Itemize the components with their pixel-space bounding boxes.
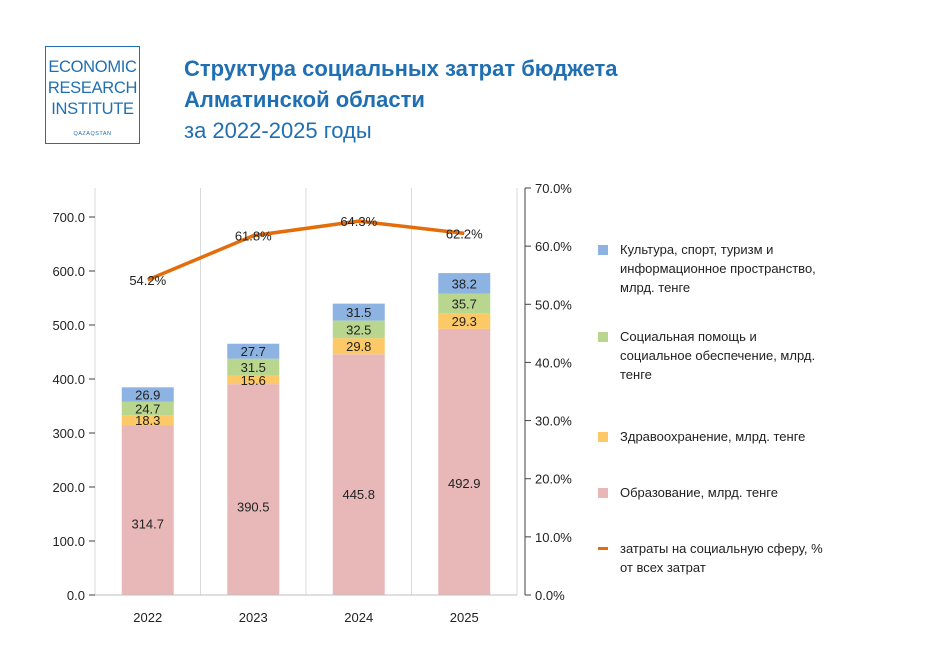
right-tick-label: 30.0% bbox=[535, 414, 572, 429]
data-label-health: 29.8 bbox=[346, 339, 371, 354]
data-label-social: 35.7 bbox=[452, 296, 477, 311]
line-data-label: 61.8% bbox=[235, 229, 272, 244]
legend-label: Образование, млрд. тенге bbox=[620, 483, 890, 502]
bars bbox=[121, 273, 491, 595]
bar-labels: 314.718.324.726.9390.515.631.527.7445.82… bbox=[131, 276, 480, 531]
data-label-culture: 38.2 bbox=[452, 276, 477, 291]
bar-education-2022 bbox=[121, 425, 174, 595]
bar-culture-2024 bbox=[332, 303, 385, 321]
logo-line-2: RESEARCH bbox=[47, 79, 138, 97]
right-tick-label: 60.0% bbox=[535, 239, 572, 254]
legend-label-line: Социальная помощь и bbox=[620, 329, 757, 344]
legend-label: Культура, спорт, туризм и информационное … bbox=[620, 240, 890, 297]
legend-label: Социальная помощь и социальное обеспечени… bbox=[620, 327, 890, 384]
legend-label: Здравоохранение, млрд. тенге bbox=[620, 427, 890, 446]
left-tick-label: 400.0 bbox=[52, 372, 85, 387]
right-tick-label: 70.0% bbox=[535, 181, 572, 196]
legend-label-line: информационное пространство, bbox=[620, 261, 816, 276]
bar-education-2024 bbox=[332, 354, 385, 595]
left-tick-label: 700.0 bbox=[52, 210, 85, 225]
bar-social-2023 bbox=[227, 358, 280, 376]
bar-health-2023 bbox=[227, 375, 280, 385]
grid bbox=[94, 188, 518, 595]
page-title: Структура социальных затрат бюджета Алма… bbox=[184, 53, 618, 146]
logo: ECONOMIC RESEARCH INSTITUTE QAZAQSTAN bbox=[45, 46, 140, 144]
data-label-culture: 26.9 bbox=[135, 388, 160, 403]
logo-line-3: INSTITUTE bbox=[51, 100, 134, 118]
data-label-culture: 27.7 bbox=[241, 344, 266, 359]
x-tick-label: 2022 bbox=[133, 610, 162, 625]
right-tick-label: 20.0% bbox=[535, 472, 572, 487]
legend-label-line: млрд. тенге bbox=[620, 280, 691, 295]
logo-line-4: QAZAQSTAN bbox=[73, 131, 112, 137]
left-tick-label: 600.0 bbox=[52, 264, 85, 279]
left-tick-label: 300.0 bbox=[52, 426, 85, 441]
legend-swatch bbox=[598, 488, 608, 498]
legend-label-line: от всех затрат bbox=[620, 560, 706, 575]
data-label-culture: 31.5 bbox=[346, 305, 371, 320]
title-line-1: Структура социальных затрат бюджета bbox=[184, 56, 618, 81]
bar-education-2023 bbox=[227, 384, 280, 595]
data-label-social: 31.5 bbox=[241, 360, 266, 375]
data-label-health: 15.6 bbox=[241, 373, 266, 388]
legend-swatch bbox=[598, 245, 608, 255]
data-label-education: 492.9 bbox=[448, 476, 481, 491]
legend-swatch bbox=[598, 432, 608, 442]
line-series: 54.2% 61.8% 64.3% 62.2% bbox=[129, 214, 483, 288]
bar-social-2025 bbox=[438, 293, 491, 314]
data-label-education: 314.7 bbox=[131, 517, 164, 532]
data-label-health: 18.3 bbox=[135, 413, 160, 428]
bar-education-2025 bbox=[438, 328, 491, 595]
line-data-label: 64.3% bbox=[340, 214, 377, 229]
title-line-3: за 2022-2025 годы bbox=[184, 118, 372, 143]
legend-swatch bbox=[598, 547, 608, 550]
logo-line-1: ECONOMIC bbox=[48, 58, 137, 76]
title-line-2: Алматинской области bbox=[184, 87, 425, 112]
right-tick-label: 40.0% bbox=[535, 355, 572, 370]
data-label-social: 24.7 bbox=[135, 402, 160, 417]
legend-label-line: Здравоохранение, млрд. тенге bbox=[620, 429, 806, 444]
data-label-health: 29.3 bbox=[452, 314, 477, 329]
data-label-education: 390.5 bbox=[237, 499, 270, 514]
x-tick-label: 2025 bbox=[450, 610, 479, 625]
legend-label-line: Культура, спорт, туризм и bbox=[620, 242, 774, 257]
bar-culture-2023 bbox=[227, 343, 280, 359]
right-tick-label: 10.0% bbox=[535, 530, 572, 545]
bar-culture-2022 bbox=[121, 387, 174, 402]
line-data-label: 54.2% bbox=[129, 273, 166, 288]
bar-health-2024 bbox=[332, 338, 385, 355]
left-tick-label: 100.0 bbox=[52, 534, 85, 549]
legend-label-line: Образование, млрд. тенге bbox=[620, 485, 778, 500]
x-tick-label: 2023 bbox=[239, 610, 268, 625]
axes: 0.0 100.0 200.0 300.0 400.0 500.0 600.0 700.0 0.… bbox=[52, 181, 572, 625]
bar-social-2024 bbox=[332, 320, 385, 339]
bar-health-2022 bbox=[121, 415, 174, 426]
data-label-social: 32.5 bbox=[346, 322, 371, 337]
x-tick-label: 2024 bbox=[344, 610, 373, 625]
right-tick-label: 0.0% bbox=[535, 588, 565, 603]
legend-swatch bbox=[598, 332, 608, 342]
data-label-education: 445.8 bbox=[342, 487, 375, 502]
line-data-label: 62.2% bbox=[446, 226, 483, 241]
right-tick-label: 50.0% bbox=[535, 297, 572, 312]
bar-health-2025 bbox=[438, 313, 491, 329]
left-tick-label: 0.0 bbox=[67, 588, 85, 603]
legend-label-line: социальное обеспечение, млрд. bbox=[620, 348, 816, 363]
line-social-share bbox=[147, 219, 465, 282]
legend-label-line: тенге bbox=[620, 367, 652, 382]
bar-social-2022 bbox=[121, 401, 174, 416]
legend-label-line: затраты на социальную сферу, % bbox=[620, 541, 823, 556]
bar-culture-2025 bbox=[438, 273, 491, 294]
left-tick-label: 200.0 bbox=[52, 480, 85, 495]
left-tick-label: 500.0 bbox=[52, 318, 85, 333]
legend-label: затраты на социальную сферу, % от всех за… bbox=[620, 539, 890, 577]
